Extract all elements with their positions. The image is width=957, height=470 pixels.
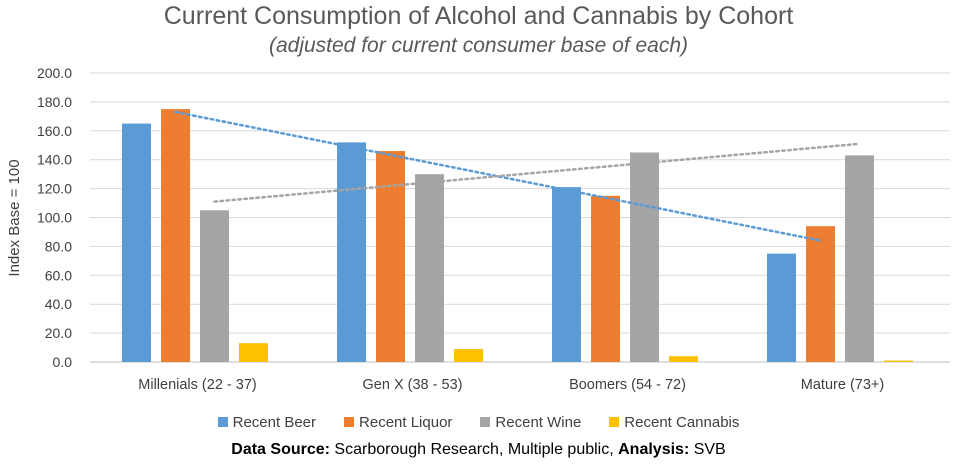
legend-swatch — [344, 417, 355, 427]
bar-recent-beer — [552, 187, 581, 362]
bar-recent-liquor — [806, 226, 835, 362]
source-label: Data Source: — [231, 441, 330, 458]
x-category-label: Millenials (22 - 37) — [138, 377, 256, 393]
bar-recent-cannabis — [669, 356, 698, 362]
analysis-text: SVB — [689, 441, 726, 458]
y-tick-label: 140.0 — [37, 152, 72, 168]
bar-recent-wine — [200, 210, 229, 362]
y-tick-label: 60.0 — [45, 267, 72, 283]
y-tick-label: 180.0 — [37, 94, 72, 110]
legend-item: Recent Liquor — [344, 414, 452, 431]
legend-swatch — [217, 417, 228, 427]
analysis-label: Analysis: — [618, 441, 690, 458]
bar-recent-wine — [415, 174, 444, 362]
bar-recent-beer — [337, 142, 366, 362]
bar-recent-cannabis — [239, 343, 268, 362]
y-tick-label: 20.0 — [45, 325, 72, 341]
bar-recent-cannabis — [454, 348, 483, 362]
x-category-label: Gen X (38 - 53) — [363, 377, 463, 393]
y-tick-label: 40.0 — [45, 296, 72, 312]
bars — [122, 109, 913, 362]
legend-item: Recent Beer — [217, 414, 317, 431]
bar-recent-wine — [845, 155, 874, 362]
bar-recent-liquor — [376, 151, 405, 362]
legend-swatch — [480, 417, 491, 427]
y-axis-title: Index Base = 100 — [6, 159, 23, 276]
x-category-label: Boomers (54 - 72) — [569, 377, 686, 393]
source-text: Scarborough Research, Multiple public, — [329, 441, 619, 458]
legend: Recent Beer Recent Liquor Recent Wine Recen… — [0, 414, 957, 431]
bar-recent-liquor — [591, 195, 620, 362]
y-tick-label: 0.0 — [53, 354, 73, 370]
legend-label: Recent Cannabis — [624, 414, 740, 431]
trendline-recent-wine — [213, 142, 861, 203]
legend-item: Recent Cannabis — [609, 414, 739, 431]
bar-recent-wine — [630, 152, 659, 362]
chart-subtitle: (adjusted for current consumer base of e… — [268, 34, 689, 57]
legend-item: Recent Wine — [480, 414, 581, 431]
y-tick-label: 100.0 — [37, 210, 72, 226]
legend-label: Recent Liquor — [359, 414, 453, 431]
trendlines — [174, 110, 861, 242]
bar-recent-beer — [767, 253, 796, 362]
chart-title: Current Consumption of Alcohol and Canna… — [163, 2, 794, 30]
legend-label: Recent Beer — [232, 414, 317, 431]
y-tick-label: 80.0 — [45, 238, 72, 254]
legend-swatch — [609, 417, 620, 427]
x-axis-categories: Millenials (22 - 37) Gen X (38 - 53) Boome… — [138, 377, 884, 393]
y-tick-label: 120.0 — [37, 181, 72, 197]
bar-recent-liquor — [161, 109, 190, 362]
bar-recent-cannabis — [884, 360, 913, 362]
y-axis-ticks: 0.0 20.0 40.0 60.0 80.0 100.0 120.0 140.0 160.0 1… — [37, 65, 72, 370]
y-tick-label: 200.0 — [37, 65, 72, 81]
source-line: Data Source: Scarborough Research, Multi… — [0, 441, 957, 459]
y-tick-label: 160.0 — [37, 123, 72, 139]
x-category-label: Mature (73+) — [801, 377, 884, 393]
legend-label: Recent Wine — [495, 414, 582, 431]
bar-recent-beer — [122, 123, 151, 362]
